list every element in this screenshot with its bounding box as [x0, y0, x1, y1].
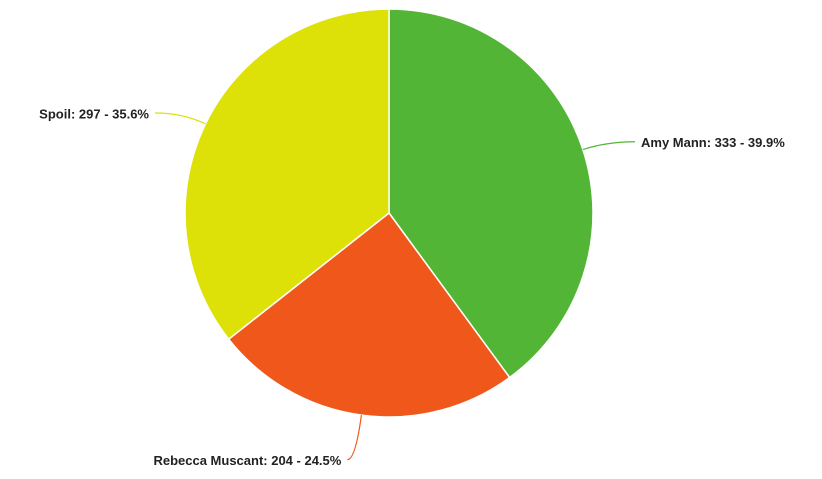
leader-line: [582, 141, 636, 151]
leader-line: [347, 415, 363, 461]
data-label: Rebecca Muscant: 204 - 24.5%: [153, 453, 341, 468]
leader-line: [154, 112, 206, 125]
data-label: Spoil: 297 - 35.6%: [39, 106, 149, 121]
pie-slice: [184, 8, 390, 341]
data-label: Amy Mann: 333 - 39.9%: [641, 135, 785, 150]
pie-slice: [227, 211, 511, 418]
pie-slice: [388, 8, 594, 379]
